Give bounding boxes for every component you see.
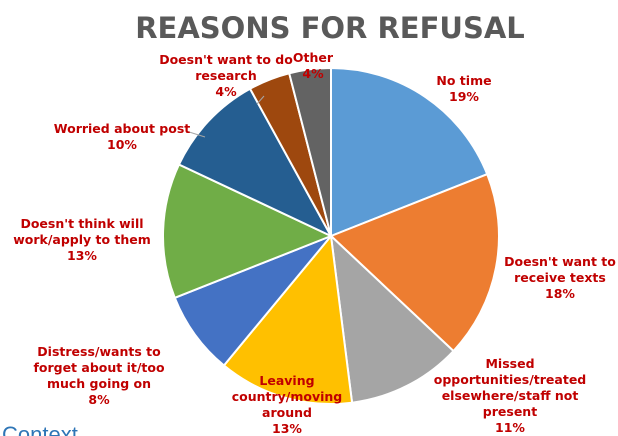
slice-label: No time 19% — [436, 73, 491, 104]
leader-line — [256, 95, 265, 105]
slice-label: Worried about post 10% — [54, 121, 190, 152]
slice-labels: No time 19% Doesn't want to receive texts 18… — [13, 50, 616, 436]
pie-slice — [177, 87, 334, 239]
pie-slice — [222, 233, 354, 406]
pie-slice — [162, 163, 334, 300]
slice-label: Doesn't think will work/apply to them 13% — [13, 216, 151, 263]
chart-title: REASONS FOR REFUSAL — [135, 11, 525, 45]
cutoff-heading-text: Context — [2, 422, 78, 436]
slice-label: Leaving country/moving around 13% — [232, 373, 343, 436]
pie-slice — [329, 233, 455, 404]
leader-lines — [185, 95, 265, 138]
pie-slice — [288, 66, 332, 237]
pie-slices — [162, 66, 500, 406]
pie-slice — [330, 66, 489, 238]
slice-label: Doesn't want to do research 4% — [159, 52, 293, 99]
slice-label: Other 4% — [293, 50, 334, 81]
slice-label: Doesn't want to receive texts 18% — [504, 254, 616, 301]
slice-label: Distress/wants to forget about it/too much… — [33, 344, 165, 407]
pie-slice — [329, 172, 500, 353]
leader-line — [185, 130, 206, 138]
slice-label: Missed opportunities/treated elsewhere/sta… — [434, 356, 587, 435]
